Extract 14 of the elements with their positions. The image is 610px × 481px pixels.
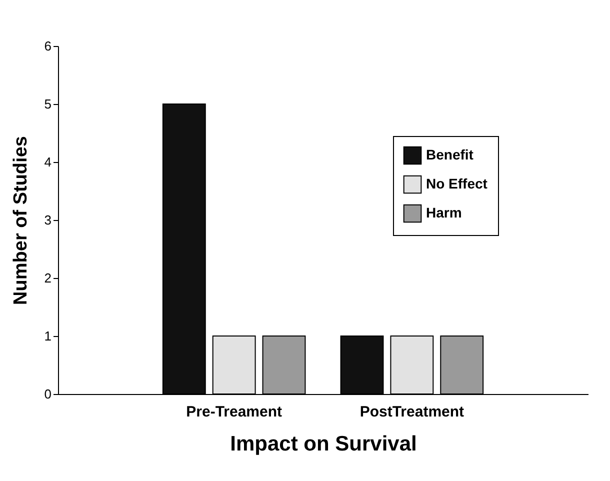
x-axis-title: Impact on Survival — [230, 432, 417, 456]
y-tick-label: 4 — [44, 154, 52, 170]
y-tick-label: 0 — [44, 386, 52, 402]
y-tick-label: 1 — [44, 328, 52, 344]
x-tick-label: PostTreatment — [360, 404, 464, 420]
y-tick-label: 2 — [44, 270, 52, 286]
y-tick-label: 6 — [44, 38, 52, 54]
legend-label: No Effect — [426, 176, 488, 192]
y-axis-title: Number of Studies — [10, 136, 32, 305]
x-tick-label: Pre-Treament — [186, 404, 282, 420]
legend-label: Harm — [426, 204, 462, 220]
y-tick-label: 3 — [44, 212, 52, 228]
legend-label: Benefit — [426, 146, 474, 162]
y-tick-label: 5 — [44, 96, 52, 112]
